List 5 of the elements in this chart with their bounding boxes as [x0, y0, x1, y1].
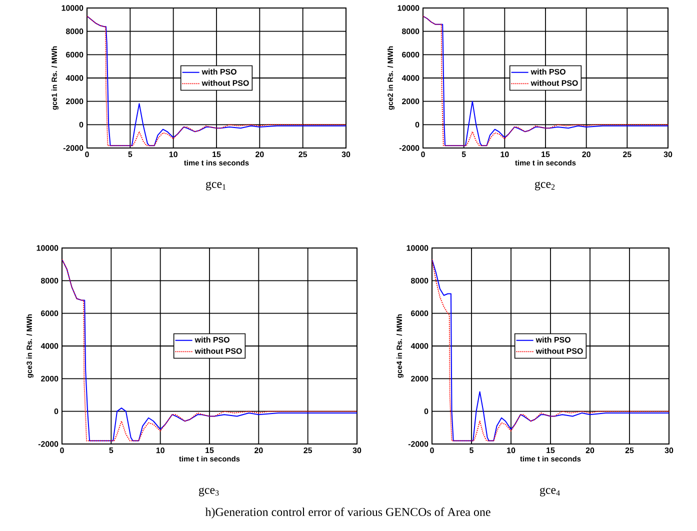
text: gce$_{2}$	[534, 182, 555, 190]
text: gce$_{1}$	[206, 182, 226, 190]
text: gce$_{3}$	[198, 488, 219, 496]
text: gce$_{4}$	[540, 488, 560, 496]
text: h)Generation control error of various GENCOs of Area one	[205, 508, 490, 518]
